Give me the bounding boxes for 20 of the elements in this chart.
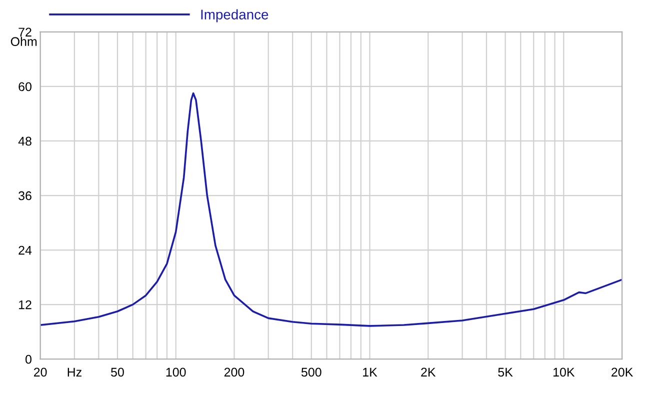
y-tick-label: 12 — [19, 300, 32, 310]
x-tick-label: 200 — [224, 368, 244, 377]
y-tick-label: 0 — [26, 354, 32, 364]
y-axis-title: Ohm — [10, 36, 37, 46]
y-tick-label: 72 — [18, 28, 32, 36]
y-tick-label: 24 — [18, 246, 32, 255]
y-tick-label: 48 — [18, 136, 32, 146]
x-tick-label: 1K — [363, 368, 378, 376]
x-tick-label: 500 — [301, 368, 322, 377]
x-tick-label: 50 — [111, 368, 124, 377]
x-tick-label: 20K — [612, 368, 634, 377]
x-tick-label: 10K — [554, 368, 575, 377]
x-tick-label: 100 — [166, 368, 186, 377]
x-tick-label: 2K — [421, 368, 436, 376]
y-tick-label: 36 — [18, 191, 32, 200]
x-tick-label: 5K — [498, 368, 513, 377]
x-tick-label: 20 — [34, 368, 47, 377]
text: Impedance — [201, 9, 268, 22]
y-tick-label: 60 — [18, 82, 32, 92]
x-tick-label: Hz — [68, 368, 82, 376]
